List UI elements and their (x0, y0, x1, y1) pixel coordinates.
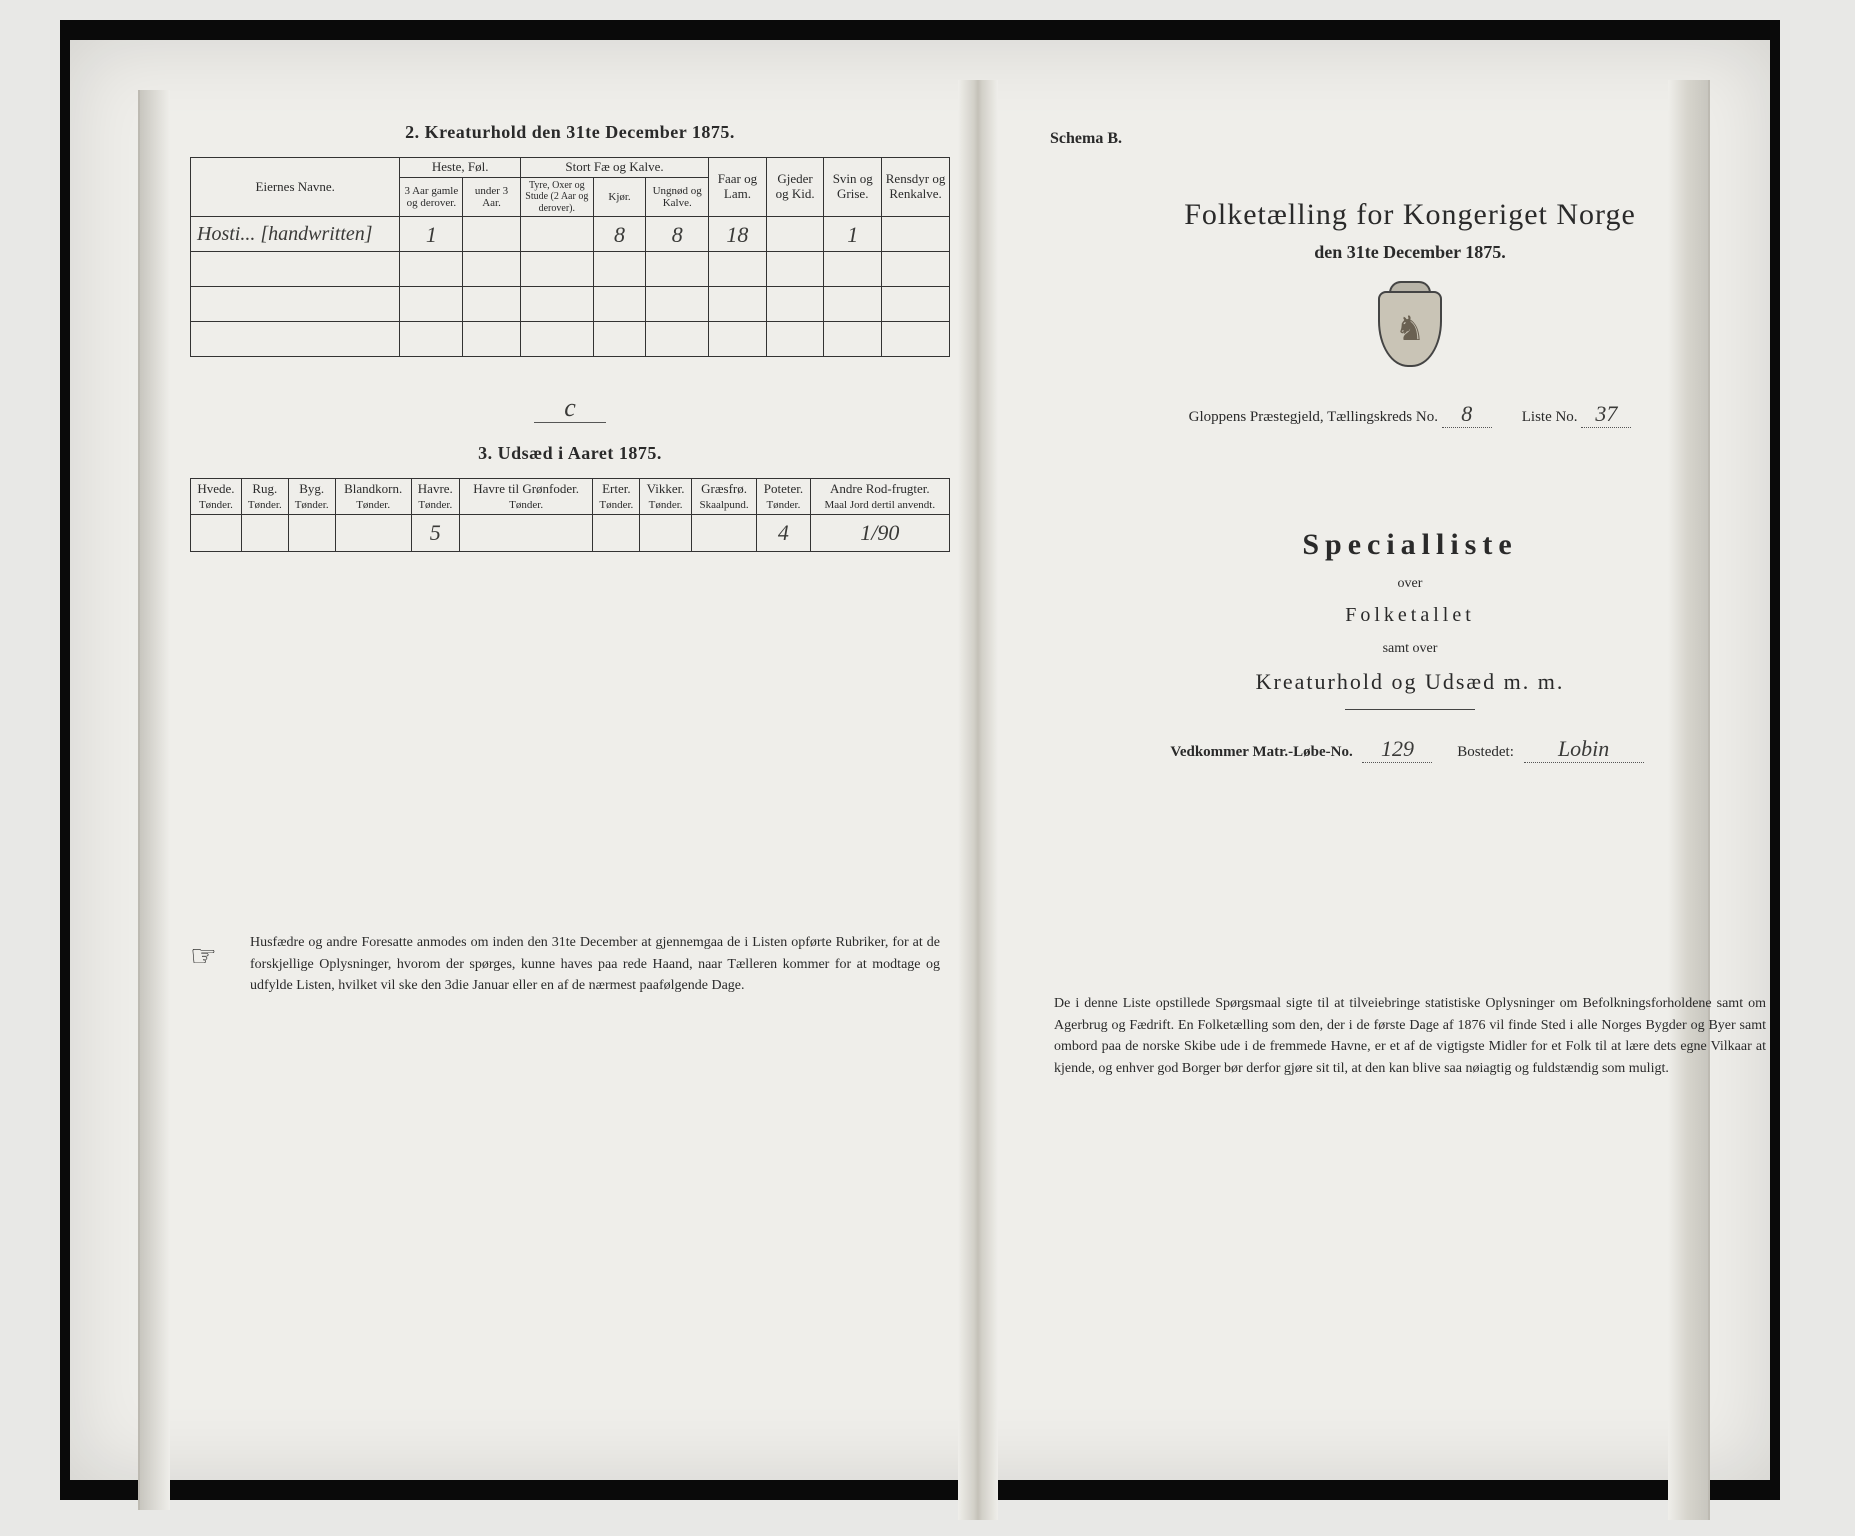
col-rensdyr: Rensdyr og Renkalve. (882, 158, 950, 217)
vedkommer-line: Vedkommer Matr.-Løbe-No. 129 Bostedet: L… (1030, 736, 1790, 763)
schema-label: Schema B. (1050, 130, 1790, 148)
c10: Poteter.Tønder. (757, 479, 810, 514)
sub-stort-1: Tyre, Oxer og Stude (2 Aar og derover). (520, 177, 593, 217)
mid-handwriting: c (190, 393, 950, 423)
pointing-hand-icon: ☞ (190, 934, 217, 981)
table-row (191, 287, 950, 322)
cell-rod: 1/90 (810, 514, 949, 551)
c3: Byg.Tønder. (288, 479, 335, 514)
col-eier: Eiernes Navne. (191, 158, 400, 217)
c1: Hvede.Tønder. (191, 479, 242, 514)
specialliste-heading: Specialliste (1030, 528, 1790, 562)
col-gjeder: Gjeder og Kid. (766, 158, 824, 217)
col-svin: Svin og Grise. (824, 158, 882, 217)
sub-heste-1: 3 Aar gamle og derover. (400, 177, 463, 217)
liste-no: 37 (1581, 401, 1631, 428)
kreds-no: 8 (1442, 401, 1492, 428)
section-2-title: 2. Kreaturhold den 31te December 1875. (190, 122, 950, 143)
cell-v8: 1 (824, 217, 882, 252)
kreds-line: Gloppens Præstegjeld, Tællingskreds No. … (1030, 401, 1790, 428)
col-group-heste: Heste, Føl. (400, 158, 520, 178)
cell-name: Hosti... [handwritten] (191, 217, 400, 252)
col-group-stort: Stort Fæ og Kalve. (520, 158, 708, 178)
main-title: Folketælling for Kongeriget Norge (1030, 198, 1790, 232)
matr-no: 129 (1362, 736, 1432, 763)
udsaed-table: Hvede.Tønder. Rug.Tønder. Byg.Tønder. Bl… (190, 478, 950, 551)
samt-label: samt over (1030, 641, 1790, 657)
cell-v6: 18 (709, 217, 767, 252)
divider (1345, 709, 1475, 710)
coat-of-arms-icon: ♞ (1375, 291, 1445, 377)
table-row: 5 4 1/90 (191, 514, 950, 551)
cell-v2 (463, 217, 521, 252)
sub-heste-2: under 3 Aar. (463, 177, 521, 217)
subtitle: den 31te December 1875. (1030, 242, 1790, 263)
sub-stort-2: Kjør. (593, 177, 646, 217)
c2: Rug.Tønder. (241, 479, 288, 514)
cell-havre: 5 (411, 514, 459, 551)
c6: Havre til Grønfoder.Tønder. (459, 479, 592, 514)
c8: Vikker.Tønder. (640, 479, 692, 514)
kreaturhold-heading: Kreaturhold og Udsæd m. m. (1030, 669, 1790, 695)
book-spread: 2. Kreaturhold den 31te December 1875. E… (70, 40, 1770, 1480)
sub-stort-3: Ungnød og Kalve. (646, 177, 709, 217)
right-page: Schema B. Folketælling for Kongeriget No… (1030, 110, 1790, 1080)
cell-poteter: 4 (757, 514, 810, 551)
table-row: Hosti... [handwritten] 1 8 8 18 1 (191, 217, 950, 252)
left-footer-paragraph: ☞ Husfædre og andre Foresatte anmodes om… (190, 932, 950, 997)
kreaturhold-table: Eiernes Navne. Heste, Føl. Stort Fæ og K… (190, 157, 950, 357)
cell-v3 (520, 217, 593, 252)
c11: Andre Rod-frugter.Maal Jord dertil anven… (810, 479, 949, 514)
right-footer-paragraph: De i denne Liste opstillede Spørgsmaal s… (1030, 993, 1790, 1080)
cell-v1: 1 (400, 217, 463, 252)
book-spine (958, 80, 998, 1520)
table-row (191, 322, 950, 357)
c7: Erter.Tønder. (593, 479, 640, 514)
c9: Græsfrø.Skaalpund. (691, 479, 756, 514)
folketallet-heading: Folketallet (1030, 604, 1790, 627)
document-frame: 2. Kreaturhold den 31te December 1875. E… (0, 0, 1855, 1536)
cell-v7 (766, 217, 824, 252)
cell-v4: 8 (593, 217, 646, 252)
table-row (191, 252, 950, 287)
c4: Blandkorn.Tønder. (335, 479, 411, 514)
cell-v5: 8 (646, 217, 709, 252)
left-page-edges (138, 90, 170, 1510)
cell-v9 (882, 217, 950, 252)
col-faar: Faar og Lam. (709, 158, 767, 217)
over-label: over (1030, 576, 1790, 592)
bostedet: Lobin (1524, 736, 1644, 763)
c5: Havre.Tønder. (411, 479, 459, 514)
left-page: 2. Kreaturhold den 31te December 1875. E… (190, 110, 950, 997)
section-3-title: 3. Udsæd i Aaret 1875. (190, 443, 950, 464)
